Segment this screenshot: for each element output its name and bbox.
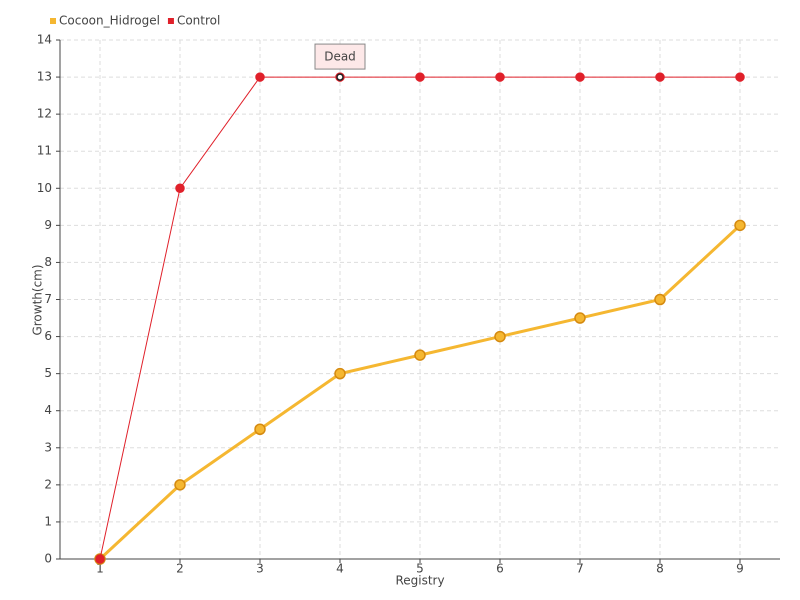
legend-swatch bbox=[167, 18, 174, 24]
data-point bbox=[255, 72, 265, 82]
y-tick-label: 9 bbox=[44, 218, 52, 232]
x-tick-label: 4 bbox=[336, 562, 344, 576]
x-tick-label: 8 bbox=[656, 562, 664, 576]
annotation-marker bbox=[336, 73, 344, 81]
data-point bbox=[735, 72, 745, 82]
data-point bbox=[494, 330, 506, 343]
annotation-text: Dead bbox=[324, 50, 356, 64]
y-axis-label: Growth(cm) bbox=[31, 264, 45, 335]
y-tick-label: 1 bbox=[44, 514, 52, 528]
data-point bbox=[575, 72, 585, 82]
y-tick-label: 8 bbox=[44, 255, 52, 269]
x-tick-label: 7 bbox=[576, 562, 584, 576]
data-point bbox=[414, 349, 426, 361]
annotation-box bbox=[314, 43, 366, 70]
y-tick-label: 13 bbox=[37, 70, 52, 84]
data-point bbox=[174, 479, 186, 491]
y-tick-label: 10 bbox=[37, 181, 52, 195]
y-tick-label: 12 bbox=[37, 107, 52, 121]
x-tick-label: 2 bbox=[176, 562, 184, 576]
data-point bbox=[655, 72, 665, 82]
y-tick-label: 7 bbox=[44, 292, 52, 306]
data-point bbox=[95, 554, 105, 564]
y-tick-label: 0 bbox=[44, 552, 52, 566]
y-tick-label: 5 bbox=[44, 366, 52, 380]
y-tick-label: 11 bbox=[37, 144, 52, 158]
y-tick-label: 6 bbox=[44, 329, 52, 343]
x-tick-label: 6 bbox=[496, 562, 504, 576]
legend-label: Cocoon_Hidrogel bbox=[59, 14, 160, 28]
legend-swatch bbox=[50, 18, 56, 24]
data-point bbox=[254, 423, 266, 435]
data-point bbox=[574, 312, 586, 324]
legend-label: Control bbox=[177, 14, 220, 28]
y-tick-label: 4 bbox=[44, 403, 52, 417]
series-line bbox=[99, 76, 740, 560]
data-point bbox=[415, 72, 425, 82]
y-tick-label: 2 bbox=[44, 477, 52, 491]
x-tick-label: 9 bbox=[736, 562, 744, 576]
data-point bbox=[334, 367, 346, 380]
data-point bbox=[175, 183, 185, 194]
x-tick-label: 1 bbox=[96, 562, 104, 576]
y-tick-label: 14 bbox=[37, 33, 52, 47]
data-point bbox=[654, 293, 666, 306]
data-point bbox=[734, 219, 746, 232]
x-axis-label: Registry bbox=[395, 574, 444, 588]
y-tick-label: 3 bbox=[44, 440, 52, 454]
x-tick-label: 5 bbox=[416, 562, 424, 576]
x-tick-label: 3 bbox=[256, 562, 264, 576]
data-point bbox=[495, 72, 505, 82]
